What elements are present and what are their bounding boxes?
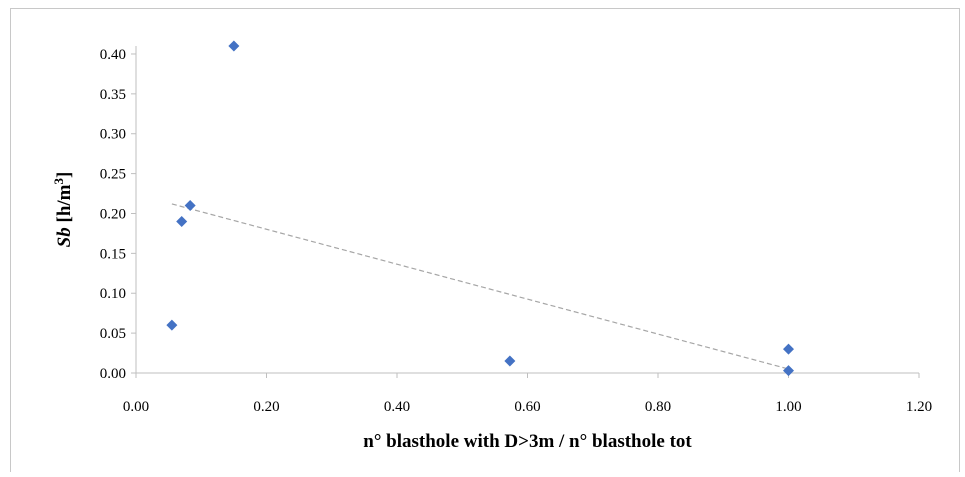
- y-tick-label: 0.15: [100, 246, 126, 262]
- y-axis-title: Sb [h/m3]: [51, 172, 75, 248]
- x-axis-title: n° blasthole with D>3m / n° blasthole to…: [363, 431, 692, 452]
- x-tick-label: 1.20: [906, 399, 932, 415]
- x-tick-label: 0.40: [384, 399, 410, 415]
- data-points: [166, 40, 794, 377]
- x-tick-label: 1.00: [775, 399, 801, 415]
- x-tick-label: 0.60: [514, 399, 540, 415]
- axes: [131, 45, 920, 378]
- data-point: [228, 40, 240, 52]
- data-point: [783, 365, 794, 377]
- data-point: [176, 215, 188, 227]
- trendline: [171, 203, 789, 370]
- y-tick-label: 0.35: [100, 87, 126, 103]
- data-point: [184, 200, 196, 212]
- y-tick-label: 0.40: [100, 47, 126, 63]
- x-tick-label: 0.00: [123, 399, 149, 415]
- y-tick-labels: 0.00 0.05 0.10 0.15 0.20 0.25 0.30 0.35 0.40: [100, 47, 126, 382]
- y-tick-label: 0.05: [100, 326, 126, 342]
- chart-frame: [10, 8, 960, 472]
- y-tick-label: 0.25: [100, 167, 126, 183]
- data-point: [783, 343, 794, 355]
- y-axis-title-italic: Sb: [54, 227, 75, 247]
- x-tick-labels: 0.00 0.20 0.40 0.60 0.80 1.00 1.20: [123, 399, 932, 415]
- data-point: [166, 319, 178, 331]
- x-tick-label: 0.20: [253, 399, 279, 415]
- x-tick-label: 0.80: [645, 399, 671, 415]
- y-tick-label: 0.10: [100, 286, 126, 302]
- y-tick-label: 0.00: [100, 366, 126, 382]
- y-tick-label: 0.20: [100, 206, 126, 222]
- data-point: [504, 355, 516, 367]
- y-axis-title-unit: [h/m: [54, 184, 75, 227]
- y-axis-title-end: ]: [54, 172, 75, 178]
- y-tick-label: 0.30: [100, 127, 126, 143]
- y-axis-title-superscript: 3: [51, 178, 66, 185]
